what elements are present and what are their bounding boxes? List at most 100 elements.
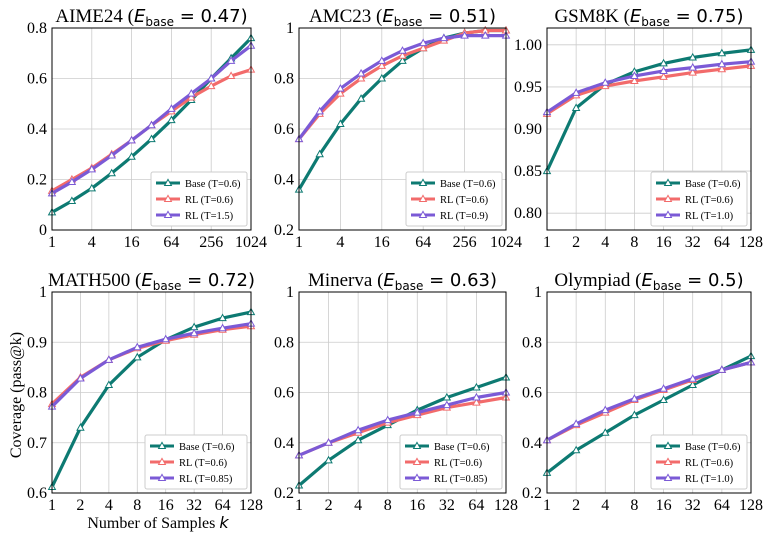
data-point (377, 73, 387, 82)
data-point (688, 67, 697, 76)
subplot-title: GSM8K (Ebase = 0.75) (554, 6, 743, 29)
x-tick-label: 4 (601, 234, 609, 251)
data-point (472, 392, 481, 401)
data-point (418, 38, 428, 47)
y-tick-label: 0.6 (522, 385, 542, 402)
subplot-aime24: 1 4 16 64 256 1024 0 0.2 0.4 0.6 0.8 AIME24 (Ebase … (27, 6, 267, 251)
data-point (104, 380, 114, 388)
legend-marker (412, 473, 422, 482)
data-point (439, 33, 449, 42)
data-point (413, 407, 422, 416)
legend-label: RL (T=0.6) (685, 458, 734, 469)
legend-label: RL (T=0.6) (185, 195, 234, 206)
y-tick-label: 0.7 (27, 435, 47, 452)
y-tick-label: 0.9 (27, 334, 47, 351)
data-point (571, 103, 581, 111)
series-line-1 (545, 64, 753, 116)
y-tick-label: 0.8 (274, 334, 294, 351)
y-tick-label: 0.8 (27, 385, 47, 402)
data-point (398, 56, 407, 64)
legend-marker (163, 210, 173, 219)
y-tick-label: 0.95 (514, 79, 542, 96)
subplot-title: AIME24 (Ebase = 0.47) (55, 6, 247, 29)
x-tick-label: 1 (48, 234, 56, 251)
y-tick-label: 0.6 (27, 485, 47, 502)
x-tick-label: 1 (543, 497, 551, 514)
data-point (206, 73, 216, 82)
data-point (398, 51, 407, 59)
legend-frame (399, 434, 503, 490)
subplot-gsm8k: 1 2 4 8 16 32 64 128 0.80 0.85 0.90 0.95 1.00 GSM8K (… (514, 6, 763, 251)
legend: Base (T=0.6) RL (T=0.6) RL (T=1.5) (150, 171, 248, 227)
legend-label: RL (T=0.85) (434, 474, 488, 485)
x-tick-label: 64 (468, 497, 484, 514)
data-point (688, 62, 697, 71)
legend-label: RL (T=1.0) (685, 474, 734, 485)
plot-frame (51, 291, 252, 494)
x-tick-label: 256 (199, 234, 223, 251)
x-tick-label: 2 (572, 234, 580, 251)
data-point (659, 384, 668, 392)
x-tick-label: 32 (186, 497, 202, 514)
legend-marker (663, 473, 673, 482)
subplot-title: AMC23 (Ebase = 0.51) (309, 6, 496, 29)
data-point (147, 134, 156, 143)
subplot-title: MATH500 (Ebase = 0.72) (48, 270, 255, 293)
data-point (76, 373, 85, 382)
legend-marker (157, 457, 167, 466)
legend-marker (163, 178, 173, 187)
data-point (630, 76, 639, 85)
legend-label: Base (T=0.6) (440, 179, 496, 190)
data-point (127, 152, 136, 160)
data-point (601, 405, 610, 414)
data-point (147, 120, 156, 129)
data-point (398, 46, 407, 54)
data-point (206, 81, 216, 90)
legend-label: Base (T=0.6) (685, 442, 741, 453)
x-tick-label: 1024 (490, 234, 522, 251)
x-tick-label: 1 (543, 234, 551, 251)
legend-label: RL (T=0.6) (434, 458, 483, 469)
x-tick-label: 64 (163, 234, 179, 251)
y-tick-label: 0.80 (514, 205, 542, 222)
legend-frame (650, 434, 748, 490)
y-tick-label: 1 (534, 284, 542, 301)
subplot-minerva: 1 2 4 8 16 32 64 128 0.2 0.4 0.6 0.8 1 Minerva (Ebase… (274, 270, 518, 514)
legend: Base (T=0.6) RL (T=0.6) RL (T=1.0) (650, 171, 748, 227)
data-point (76, 423, 85, 431)
series-line-2 (297, 390, 508, 457)
x-tick-label: 4 (105, 497, 113, 514)
plot-frame (298, 291, 507, 494)
y-tick-label: 0.2 (274, 222, 294, 239)
x-tick-label: 32 (685, 234, 701, 251)
data-point (659, 395, 668, 404)
data-point (717, 48, 727, 57)
data-point (659, 66, 668, 74)
data-point (472, 397, 481, 406)
data-point (383, 415, 392, 424)
legend-label: RL (T=0.85) (179, 474, 233, 485)
series-line-1 (545, 360, 753, 442)
data-point (481, 30, 490, 39)
x-tick-label: 8 (133, 497, 141, 514)
legend-marker (663, 194, 673, 203)
x-tick-label: 8 (384, 497, 392, 514)
legend-marker (412, 441, 422, 450)
x-tick-label: 128 (739, 234, 763, 251)
data-point (87, 183, 97, 192)
legend-label: RL (T=0.6) (685, 195, 734, 206)
data-point (133, 352, 142, 361)
data-point (133, 342, 142, 351)
data-point (218, 323, 227, 332)
data-point (353, 425, 363, 434)
legend-label: RL (T=0.6) (440, 195, 489, 206)
data-point (717, 365, 727, 373)
legend-label: Base (T=0.6) (179, 442, 235, 453)
data-point (336, 89, 345, 97)
y-tick-label: 1.00 (514, 37, 542, 54)
x-tick-label: 1 (295, 234, 303, 251)
data-point (107, 168, 116, 177)
data-point (187, 89, 196, 97)
plot-frame (546, 291, 752, 494)
data-point (324, 455, 333, 464)
